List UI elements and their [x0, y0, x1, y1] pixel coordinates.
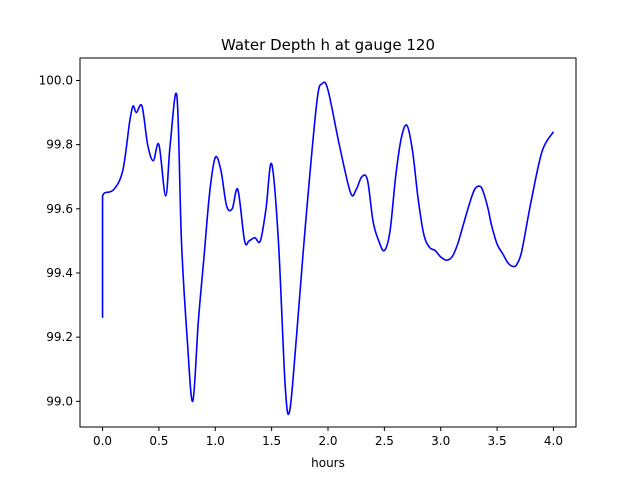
x-tick-label: 0.0: [93, 434, 112, 448]
x-tick-label: 1.5: [262, 434, 281, 448]
x-tick-label: 2.5: [375, 434, 394, 448]
y-axis: 99.0 99.2 99.4 99.6 99.8 100.0: [39, 73, 80, 408]
y-tick-label: 99.4: [46, 266, 73, 280]
x-axis-label: hours: [311, 456, 345, 470]
y-tick-label: 99.0: [46, 394, 73, 408]
series-line: [101, 81, 555, 416]
x-tick-label: 3.0: [431, 434, 450, 448]
x-axis: 0.0 0.5 1.0 1.5 2.0 2.5 3.0 3.5 4.0: [93, 427, 563, 448]
x-tick-label: 2.0: [318, 434, 337, 448]
x-tick-label: 4.0: [544, 434, 563, 448]
y-tick-label: 99.6: [46, 202, 73, 216]
x-tick-label: 1.0: [206, 434, 225, 448]
y-tick-label: 99.8: [46, 138, 73, 152]
y-tick-label: 100.0: [39, 73, 73, 87]
chart-title: Water Depth h at gauge 120: [221, 36, 435, 54]
x-tick-label: 3.5: [488, 434, 507, 448]
x-tick-label: 0.5: [149, 434, 168, 448]
series-layer: [101, 81, 555, 416]
y-tick-label: 99.2: [46, 330, 73, 344]
